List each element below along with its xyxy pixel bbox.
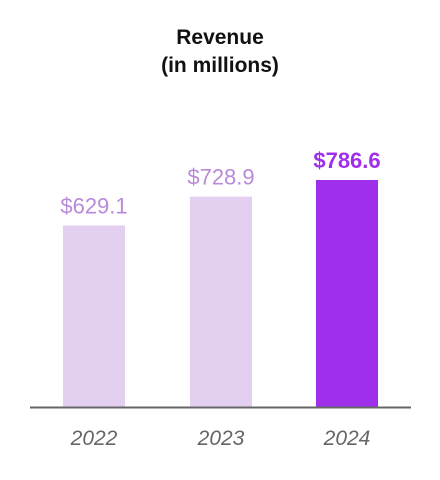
chart-title: Revenue [176,26,264,49]
bar-2023 [190,196,252,407]
x-tick-label-2022: 2022 [70,427,118,450]
x-tick-label-2024: 2024 [323,427,371,450]
x-tick-label-2023: 2023 [197,427,245,450]
value-label-2022: $629.1 [60,193,127,218]
chart-title-block: Revenue (in millions) [0,24,440,80]
chart-subtitle: (in millions) [161,54,279,77]
bar-2024 [316,180,378,407]
bar-2022 [63,225,125,407]
value-label-2024: $786.6 [313,148,380,173]
value-label-2023: $728.9 [187,165,254,190]
